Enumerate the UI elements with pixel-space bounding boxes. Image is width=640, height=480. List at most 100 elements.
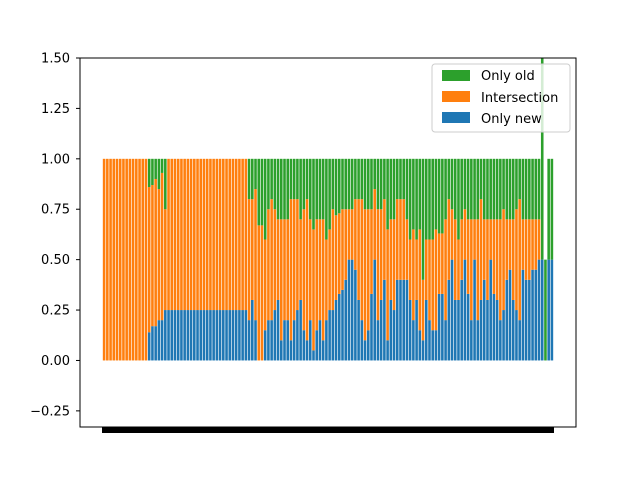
bar-intersection [518,199,521,321]
bar-only-new [537,259,541,361]
bar-intersection [176,158,180,311]
bar-only-new [463,259,467,361]
bar-only-old [257,158,261,226]
bar-only-new [428,320,431,361]
bar-only-old [254,158,257,190]
legend-label-only-old: Only old [481,69,535,84]
bar-intersection [141,158,145,361]
bar-intersection [511,219,515,300]
bar-only-new [518,320,521,361]
bar-intersection [457,239,460,300]
bar-only-old [453,158,457,220]
bar-only-new [292,320,296,361]
bar-only-old [276,158,280,220]
bar-intersection [131,158,135,361]
bar-only-new [453,299,457,361]
bar-only-new [263,330,267,361]
bar-only-new [176,310,180,361]
bar-only-new [479,299,483,361]
bar-only-new [183,310,186,361]
bar-intersection [379,209,383,300]
bar-only-new [437,293,441,361]
bar-intersection [122,158,125,361]
bar-only-old [321,158,325,220]
bar-intersection [106,158,109,361]
bar-intersection [144,158,148,361]
bar-intersection [109,158,112,361]
bar-only-old [296,158,299,200]
y-tick-label: 0.00 [41,354,70,369]
bar-intersection [244,158,248,311]
bar-only-old [547,158,550,260]
bar-intersection [205,158,209,311]
bar-only-old [267,158,270,210]
bar-intersection [254,189,257,321]
bar-intersection [366,209,370,331]
bar-only-new [202,310,206,361]
bar-intersection [118,158,122,361]
bar-only-old [466,158,470,220]
bar-only-old [460,158,463,220]
bar-intersection [189,158,193,311]
bar-only-old [386,158,389,230]
bar-only-old [470,158,473,220]
bar-only-old [147,158,151,188]
bar-only-new [238,310,241,361]
bar-only-old [421,158,425,280]
bar-only-old [550,158,554,260]
bar-only-new [299,299,302,361]
bar-intersection [238,158,241,311]
plot-frame [79,57,577,428]
bar-only-old [305,158,309,200]
bar-only-old [540,58,544,260]
bar-only-old [154,158,157,179]
bar-only-old [251,158,254,200]
bar-only-new [218,310,222,361]
bar-intersection [412,229,415,321]
bar-intersection [257,225,261,361]
bar-only-old [463,158,467,210]
bar-only-new [370,293,373,361]
y-tick-label: 0.25 [41,304,70,319]
bar-only-old [431,158,434,240]
bar-only-old [412,158,415,230]
bar-intersection [528,219,531,280]
bar-only-new [164,310,167,361]
bar-intersection [215,158,219,311]
bar-only-new [431,330,434,361]
bar-intersection [383,199,386,280]
y-tick-label: 1.25 [41,102,70,117]
bar-only-new [167,310,170,361]
bar-only-old [247,158,251,200]
bar-only-new [550,259,554,361]
bar-only-new [305,340,309,361]
bar-only-new [318,320,322,361]
bar-intersection [405,219,409,280]
bar-only-old [263,158,267,240]
bar-only-new [357,299,360,361]
bar-only-old [534,158,538,220]
bar-only-new [193,310,196,361]
bar-only-new [273,310,277,361]
bar-intersection [115,158,119,361]
bar-only-new [312,350,315,361]
bar-only-new [344,279,348,361]
bar-intersection [531,219,534,270]
bar-intersection [196,158,199,311]
bar-intersection [296,199,299,311]
bar-only-old [499,158,502,220]
bar-only-old [370,158,373,210]
bar-only-new [421,340,425,361]
bar-only-old [424,158,428,240]
bar-only-old [347,158,351,210]
bar-intersection [337,213,341,294]
bar-only-old [334,158,338,216]
bar-only-new [524,279,528,361]
bar-only-new [283,320,286,361]
bar-only-old [441,158,444,234]
bar-intersection [392,219,396,311]
bar-only-new [286,320,290,361]
bar-only-new [347,259,351,361]
bar-intersection [515,209,518,311]
bar-intersection [441,233,444,294]
